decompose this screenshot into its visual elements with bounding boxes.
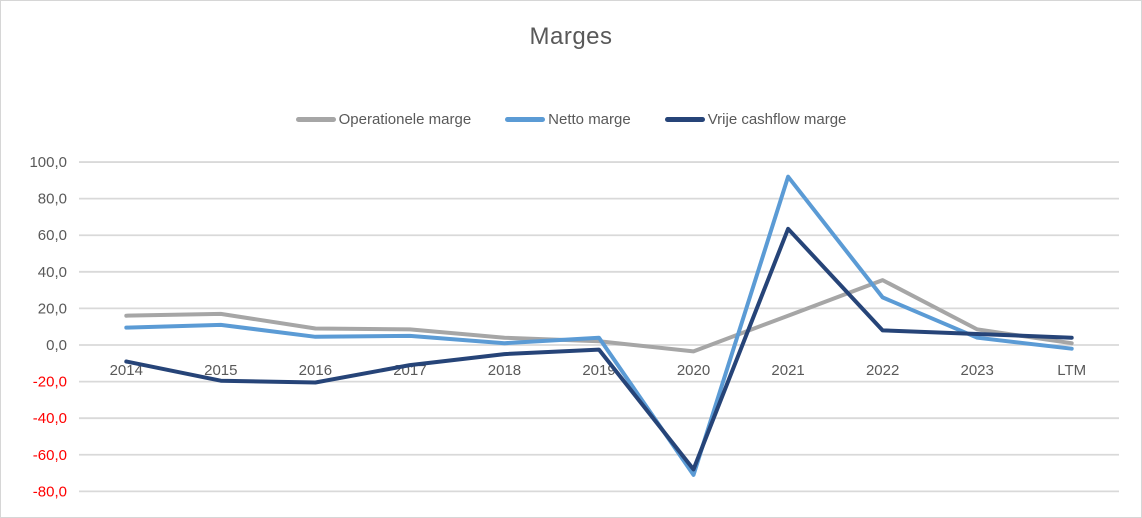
- series-line-operationele-marge: [124, 278, 1074, 354]
- y-axis-tick-label: -40,0: [33, 410, 67, 427]
- chart-title: Marges: [529, 23, 613, 50]
- legend-label: Netto marge: [548, 111, 631, 128]
- legend-label: Operationele marge: [338, 111, 472, 128]
- series-line-netto-marge: [124, 174, 1074, 477]
- legend-swatch: [295, 117, 336, 122]
- x-axis-tick-label: 2018: [488, 362, 521, 379]
- legend-item-operationele-marge[interactable]: Operationele marge: [295, 111, 472, 128]
- x-axis-tick-label: LTM: [1057, 362, 1086, 379]
- legend: Operationele marge Netto marge Vrije cashf…: [1, 111, 1141, 128]
- x-axis-tick-label: 2016: [299, 362, 332, 379]
- y-axis-tick-label: 0,0: [46, 337, 67, 354]
- legend-label: Vrije cashflow marge: [707, 111, 847, 128]
- x-axis-tick-label: 2015: [204, 362, 237, 379]
- x-axis-tick-label: 2019: [582, 362, 615, 379]
- y-axis-tick-label: -20,0: [33, 374, 67, 391]
- y-axis-tick-label: 20,0: [38, 300, 67, 317]
- y-axis-tick-label: 80,0: [38, 191, 67, 208]
- y-axis-tick-label: -60,0: [33, 447, 67, 464]
- y-axis-tick-label: 60,0: [38, 227, 67, 244]
- legend-swatch: [505, 117, 546, 122]
- x-axis-tick-label: 2014: [110, 362, 143, 379]
- legend-item-netto-marge[interactable]: Netto marge: [505, 111, 631, 128]
- y-axis-tick-label: 100,0: [29, 154, 67, 171]
- y-axis-tick-label: -80,0: [33, 483, 67, 500]
- x-axis-tick-label: 2023: [960, 362, 993, 379]
- x-axis-tick-label: 2021: [771, 362, 804, 379]
- legend-swatch: [664, 117, 705, 122]
- y-axis-tick-label: 40,0: [38, 264, 67, 281]
- x-axis-tick-label: 2020: [677, 362, 710, 379]
- legend-item-vrije-cashflow-marge[interactable]: Vrije cashflow marge: [664, 111, 847, 128]
- series-line-vrije-cashflow-marge: [124, 226, 1074, 472]
- x-axis-tick-label: 2022: [866, 362, 899, 379]
